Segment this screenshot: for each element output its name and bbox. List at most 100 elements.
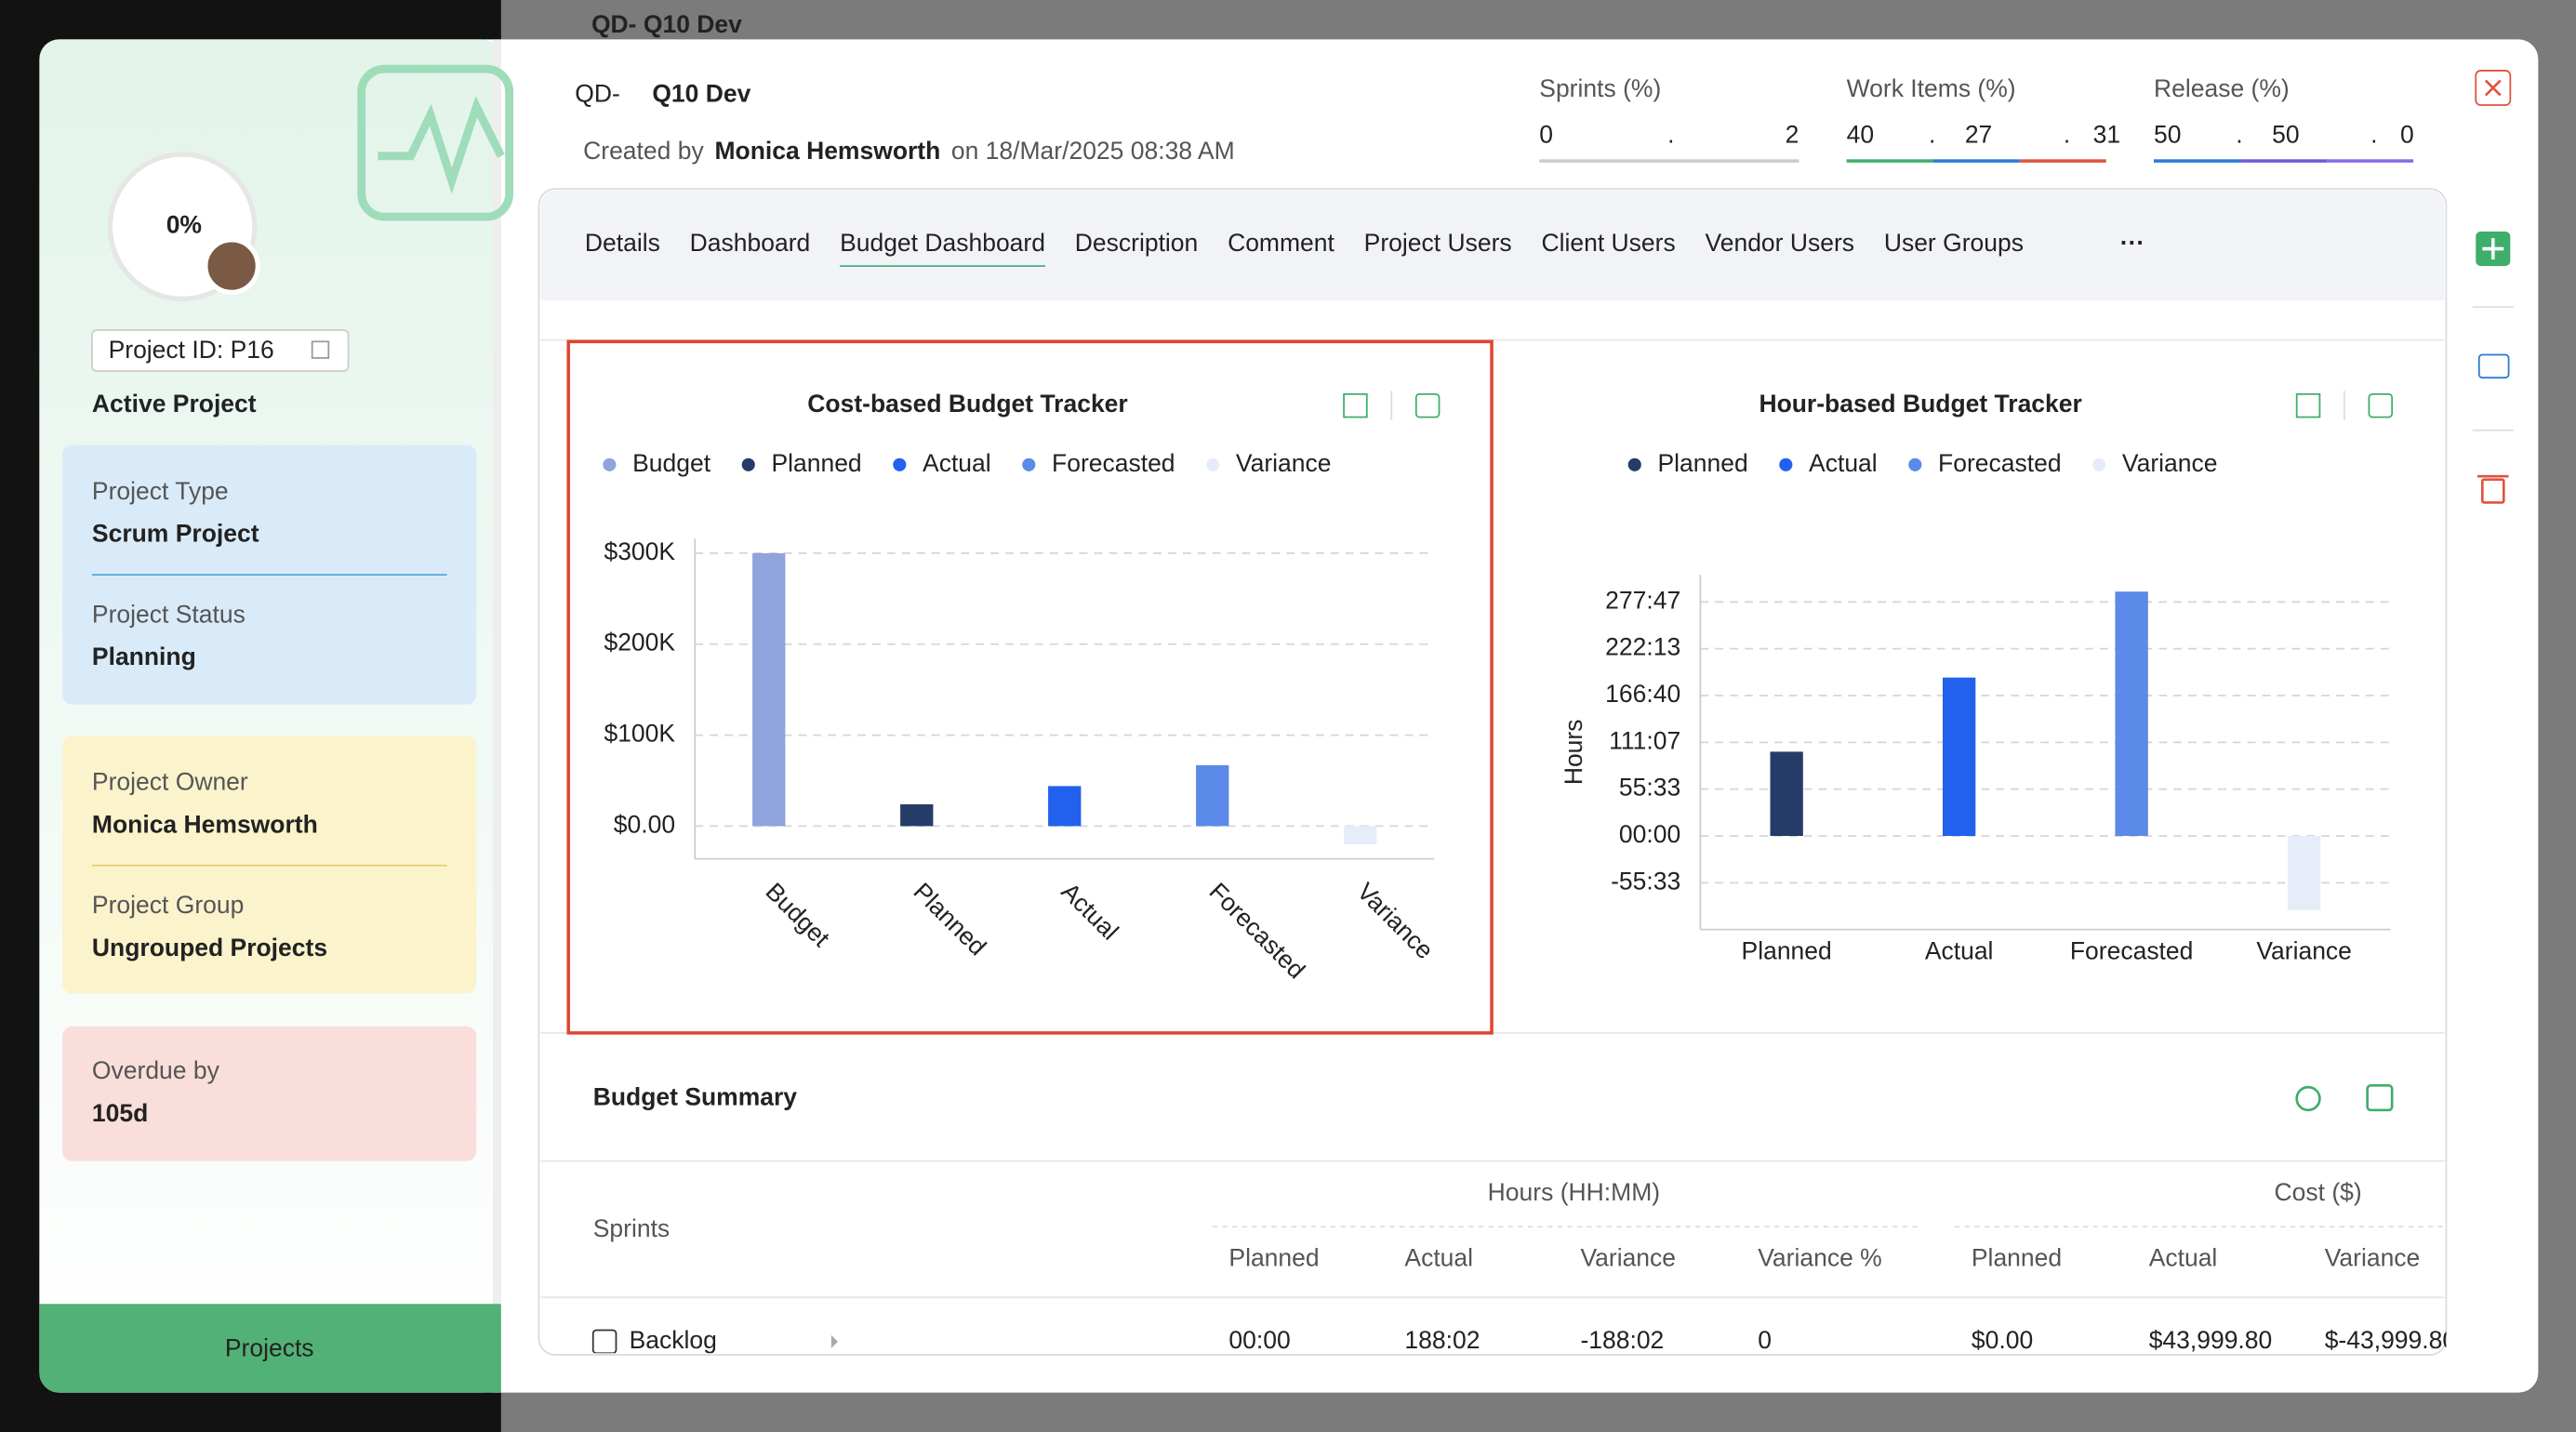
metric-separator: . bbox=[1667, 121, 1674, 149]
value: Ungrouped Projects bbox=[92, 934, 327, 961]
bar bbox=[1770, 751, 1803, 837]
bar bbox=[2287, 836, 2321, 910]
legend-label[interactable]: Planned bbox=[1657, 449, 1747, 477]
legend-label[interactable]: Forecasted bbox=[1938, 449, 2062, 477]
y-tick-label: 111:07 bbox=[1609, 726, 1680, 754]
bar bbox=[1942, 677, 1976, 837]
label: Project Status bbox=[92, 600, 246, 628]
legend-marker bbox=[1908, 457, 1922, 471]
metric-bar bbox=[2153, 159, 2241, 163]
divider bbox=[492, 39, 501, 1393]
metric-value: 0 bbox=[2400, 121, 2414, 149]
project-id-box bbox=[91, 329, 350, 373]
legend-label[interactable]: Actual bbox=[923, 449, 991, 477]
metric-separator: . bbox=[2236, 121, 2242, 149]
copy-icon[interactable] bbox=[311, 340, 330, 359]
metric-bar bbox=[1539, 159, 1799, 163]
metric-value: 0 bbox=[1539, 121, 1553, 149]
bar bbox=[1344, 826, 1377, 844]
avatar[interactable] bbox=[203, 237, 261, 296]
column-header: Sprints bbox=[593, 1214, 670, 1242]
tab[interactable]: User Groups bbox=[1884, 229, 2024, 257]
bar bbox=[900, 803, 934, 827]
table-cell: $-43,999.80 bbox=[2325, 1326, 2456, 1354]
legend-label[interactable]: Forecasted bbox=[1052, 449, 1175, 477]
metric-value: 31 bbox=[2093, 121, 2120, 149]
comment-button[interactable] bbox=[2477, 353, 2510, 379]
metric-label: Work Items (%) bbox=[1847, 74, 2016, 102]
legend-label[interactable]: Actual bbox=[1809, 449, 1878, 477]
chart-title: Hour-based Budget Tracker bbox=[1759, 390, 2081, 418]
tab[interactable]: Details bbox=[585, 229, 660, 257]
legend-label[interactable]: Variance bbox=[2122, 449, 2218, 477]
value: Scrum Project bbox=[92, 520, 259, 548]
decor-icon bbox=[378, 96, 505, 194]
y-axis-label: Hours bbox=[1560, 720, 1587, 786]
expand-button[interactable] bbox=[2368, 392, 2394, 418]
metric-value: 27 bbox=[1965, 121, 1992, 149]
add-icon[interactable] bbox=[2482, 238, 2504, 260]
progress-value: 0% bbox=[166, 211, 202, 239]
more-tabs[interactable]: ··· bbox=[2120, 229, 2144, 257]
metric-label: Release (%) bbox=[2154, 74, 2290, 102]
metric-bar bbox=[2327, 159, 2414, 163]
legend-marker bbox=[2092, 457, 2106, 471]
table-cell: $0.00 bbox=[1972, 1326, 2033, 1354]
summary-title: Budget Summary bbox=[593, 1082, 798, 1110]
tab[interactable]: Comment bbox=[1228, 229, 1334, 257]
legend-marker bbox=[1779, 457, 1793, 471]
tab[interactable]: Client Users bbox=[1541, 229, 1675, 257]
metric-value: 2 bbox=[1786, 121, 1799, 149]
tab[interactable]: Budget Dashboard bbox=[840, 229, 1045, 257]
tab[interactable]: Project Users bbox=[1364, 229, 1512, 257]
group-header: Cost ($) bbox=[2275, 1178, 2362, 1206]
creator[interactable]: Monica Hemsworth bbox=[714, 137, 940, 165]
created-by: Created by bbox=[583, 137, 704, 165]
sprint-icon bbox=[591, 1329, 617, 1354]
metric-value: 40 bbox=[1847, 121, 1874, 149]
expand-button[interactable] bbox=[2366, 1084, 2394, 1112]
background-title: QD- Q10 Dev bbox=[591, 10, 742, 38]
column-header: Variance % bbox=[1758, 1244, 1882, 1272]
legend-label[interactable]: Variance bbox=[1236, 449, 1332, 477]
tab[interactable]: Vendor Users bbox=[1706, 229, 1854, 257]
bar bbox=[752, 552, 786, 827]
y-tick-label: 00:00 bbox=[1619, 820, 1680, 848]
group-header: Hours (HH:MM) bbox=[1488, 1178, 1660, 1206]
label: Overdue by bbox=[92, 1056, 220, 1084]
metric-separator: . bbox=[1929, 121, 1935, 149]
y-tick-label: 222:13 bbox=[1605, 633, 1680, 661]
expand-row[interactable] bbox=[830, 1334, 838, 1348]
y-tick-label: $300K bbox=[604, 537, 675, 565]
column-header: Actual bbox=[1404, 1244, 1473, 1272]
delete-button[interactable] bbox=[2480, 478, 2505, 504]
metric-label: Sprints (%) bbox=[1539, 74, 1661, 102]
chart-title: Cost-based Budget Tracker bbox=[807, 390, 1127, 418]
export-button[interactable] bbox=[2295, 392, 2321, 418]
side-panel bbox=[39, 39, 501, 1393]
metric-separator: . bbox=[2064, 121, 2070, 149]
y-tick-label: -55:33 bbox=[1611, 867, 1680, 895]
table-cell[interactable]: Backlog bbox=[630, 1326, 717, 1354]
table-cell: 0 bbox=[1758, 1326, 1772, 1354]
y-tick-label: $0.00 bbox=[614, 810, 675, 838]
refresh-button[interactable] bbox=[2295, 1085, 2321, 1112]
legend-label[interactable]: Planned bbox=[771, 449, 861, 477]
legend-marker bbox=[1627, 457, 1641, 471]
tab[interactable]: Dashboard bbox=[690, 229, 811, 257]
metric-separator: . bbox=[2370, 121, 2377, 149]
export-button[interactable] bbox=[1343, 392, 1368, 418]
expand-button[interactable] bbox=[1414, 392, 1441, 418]
tab[interactable]: Description bbox=[1075, 229, 1199, 257]
column-header: Planned bbox=[1228, 1244, 1319, 1272]
projects-button-label[interactable]: Projects bbox=[225, 1334, 314, 1362]
legend-label[interactable]: Budget bbox=[632, 449, 711, 477]
bar bbox=[1196, 764, 1229, 827]
close-icon[interactable] bbox=[2484, 79, 2502, 97]
value: Monica Hemsworth bbox=[92, 810, 318, 838]
value: 105d bbox=[92, 1099, 148, 1127]
projects-button[interactable] bbox=[39, 1304, 501, 1393]
metric-bar bbox=[1846, 159, 1933, 163]
decor-icon bbox=[357, 64, 514, 221]
